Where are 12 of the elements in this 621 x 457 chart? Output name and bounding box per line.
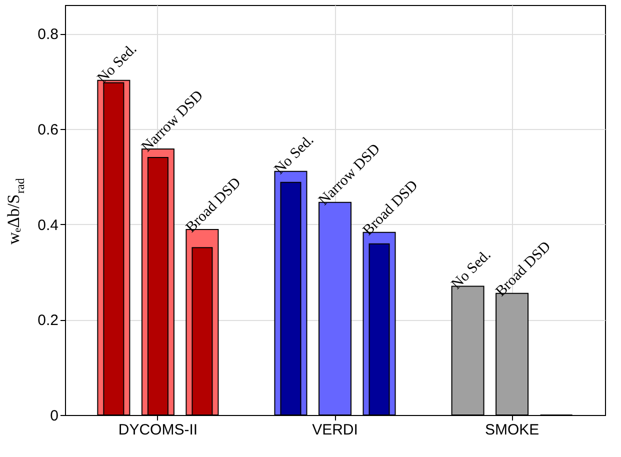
data-label: No Sed.	[94, 41, 140, 87]
x-tick-label: VERDI	[312, 422, 358, 438]
data-label: No Sed.	[448, 247, 494, 293]
y-tick-label: 0.8	[38, 26, 58, 44]
y-axis-title: wₑΔb/Srad	[4, 178, 27, 244]
y-tick-label: 0	[50, 408, 58, 424]
y-tick-label: 0.6	[38, 121, 58, 138]
x-tick-label: SMOKE	[484, 422, 540, 438]
data-label: No Sed.	[272, 132, 318, 178]
y-tick-label: 0.2	[38, 312, 58, 330]
x-tick-label: DYCOMS-II	[118, 422, 198, 438]
y-tick-label: 0.4	[38, 216, 58, 234]
